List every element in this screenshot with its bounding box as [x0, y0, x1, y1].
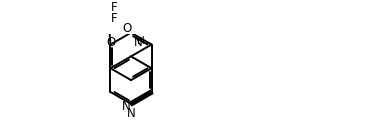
Text: N: N — [121, 100, 130, 113]
Text: N: N — [134, 36, 142, 49]
Text: F: F — [110, 12, 117, 25]
Text: N: N — [126, 107, 135, 120]
Text: H: H — [138, 36, 145, 46]
Text: F: F — [110, 2, 117, 14]
Text: O: O — [123, 22, 132, 35]
Text: O: O — [106, 36, 115, 49]
